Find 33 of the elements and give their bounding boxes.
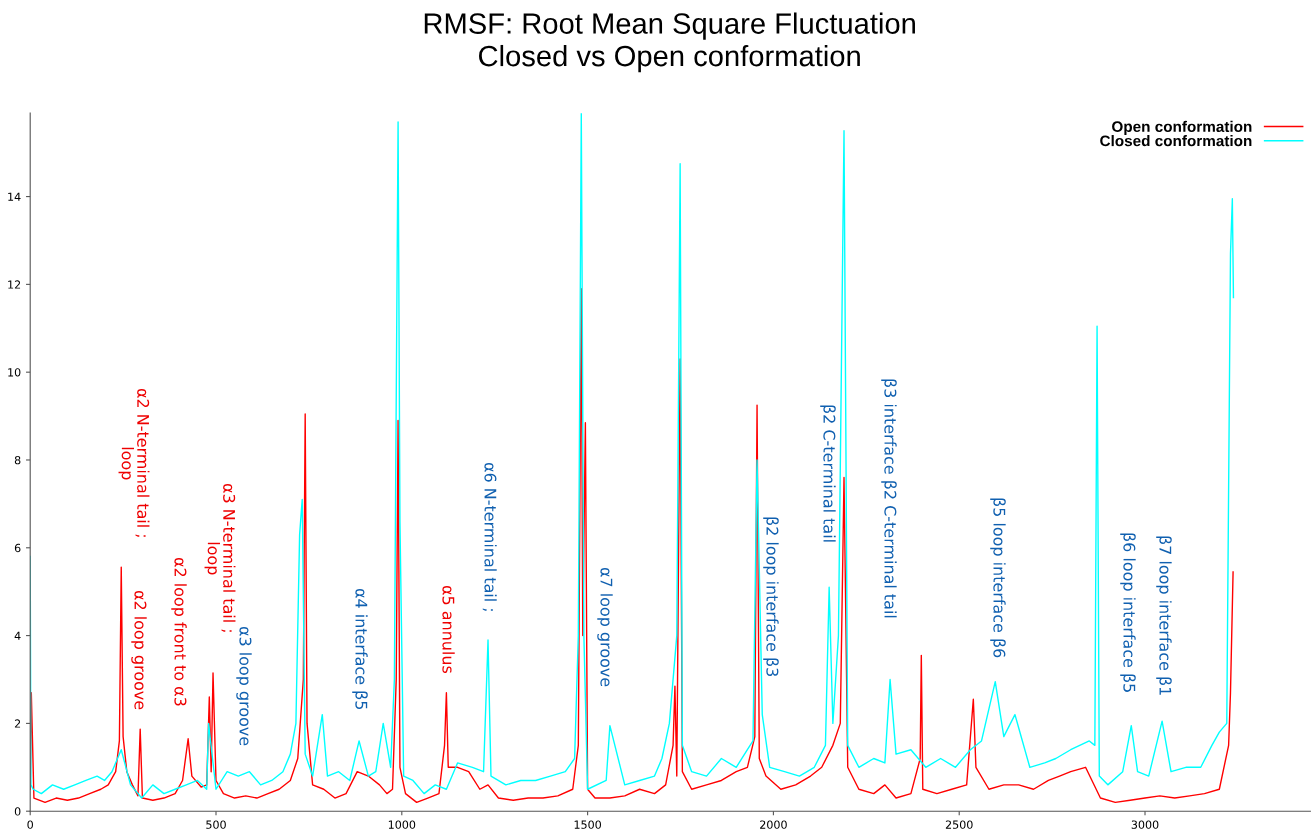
annotation: α2 loop front to α3 xyxy=(171,557,187,706)
x-tick-label: 0 xyxy=(27,820,33,829)
annotation: α3 N-terminal tail ; loop xyxy=(204,483,236,632)
annotation: β6 loop interface β5 xyxy=(1120,533,1136,692)
annotation: β5 loop interface β6 xyxy=(990,498,1006,658)
annotation: β7 loop interface β1 xyxy=(1156,536,1172,695)
y-tick-label: 6 xyxy=(14,543,21,553)
annotation: β3 interface β2 C-terminal tail xyxy=(881,379,897,618)
annotation: α7 loop groove xyxy=(597,567,613,687)
x-tick-label: 2000 xyxy=(760,820,787,829)
y-tick-label: 14 xyxy=(8,192,21,201)
y-tick-label: 4 xyxy=(14,631,21,640)
x-tick-label: 3000 xyxy=(1131,820,1159,829)
annotation: α4 interface β5 xyxy=(352,588,368,710)
y-tick-label: 12 xyxy=(8,280,21,289)
legend-label: Closed conformation xyxy=(1100,135,1252,147)
x-tick-label: 1500 xyxy=(574,820,602,829)
legend-label: Open conformation xyxy=(1112,120,1252,136)
annotation: β2 loop interface β3 xyxy=(763,517,779,677)
x-tick-label: 2500 xyxy=(945,820,973,829)
annotation: α5 annulus xyxy=(442,585,455,674)
annotation: α3 loop groove xyxy=(236,626,252,746)
x-tick-label: 1000 xyxy=(388,820,416,829)
y-tick-label: 0 xyxy=(14,807,21,816)
y-tick-label: 8 xyxy=(14,455,21,465)
annotation: α2 loop groove xyxy=(131,590,147,710)
x-tick-label: 500 xyxy=(206,820,226,829)
annotation: β2 C-terminal tail xyxy=(820,405,836,542)
annotation: α2 N-terminal tail ; loop xyxy=(118,388,150,537)
annotation: α6 N-terminal tail ; xyxy=(482,462,497,611)
y-tick-label: 2 xyxy=(14,719,21,728)
chart-title: RMSF: Root Mean Square Fluctuation Closed vs Open conformation xyxy=(424,12,915,73)
y-tick-label: 10 xyxy=(8,368,21,377)
